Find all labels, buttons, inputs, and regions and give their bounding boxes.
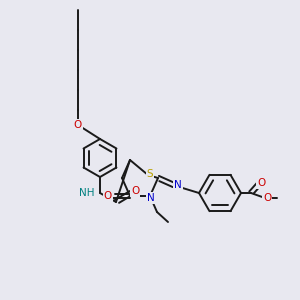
Text: O: O [131,186,139,196]
Text: N: N [147,193,155,203]
Text: S: S [147,169,153,179]
Text: O: O [257,178,265,188]
Text: O: O [263,193,271,203]
Text: N: N [174,180,182,190]
Text: O: O [104,191,112,201]
Text: NH: NH [80,188,95,198]
Text: O: O [74,120,82,130]
